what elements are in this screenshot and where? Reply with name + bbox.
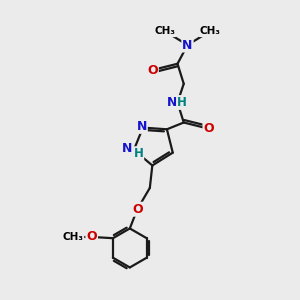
Text: CH₃: CH₃ [62, 232, 83, 242]
Text: N: N [136, 120, 147, 133]
Text: H: H [177, 96, 187, 109]
Text: O: O [147, 64, 158, 76]
Text: O: O [86, 230, 97, 244]
Text: CH₃: CH₃ [200, 26, 220, 36]
Text: N: N [122, 142, 132, 155]
Text: N: N [167, 96, 177, 109]
Text: O: O [132, 203, 142, 216]
Text: H: H [134, 147, 143, 160]
Text: O: O [203, 122, 214, 135]
Text: CH₃: CH₃ [154, 26, 176, 36]
Text: N: N [182, 38, 193, 52]
